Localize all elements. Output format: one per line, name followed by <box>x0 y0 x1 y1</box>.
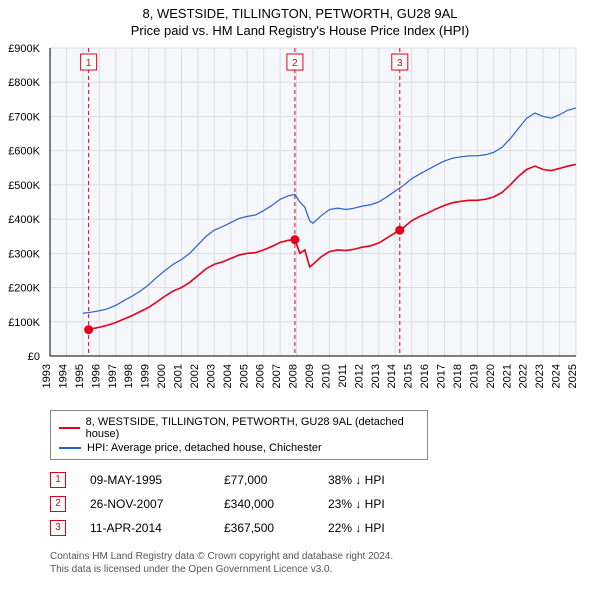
price-history-chart: £0£100K£200K£300K£400K£500K£600K£700K£80… <box>50 44 580 404</box>
svg-text:2008: 2008 <box>288 364 300 388</box>
svg-text:2: 2 <box>292 58 298 69</box>
svg-text:2021: 2021 <box>501 364 513 388</box>
chart-title-line1: 8, WESTSIDE, TILLINGTON, PETWORTH, GU28 … <box>0 6 600 21</box>
svg-text:2002: 2002 <box>189 364 201 388</box>
legend-row: HPI: Average price, detached house, Chic… <box>59 441 419 455</box>
svg-text:1: 1 <box>86 58 92 69</box>
svg-text:1994: 1994 <box>57 364 69 388</box>
svg-text:3: 3 <box>397 58 403 69</box>
svg-text:2016: 2016 <box>419 364 431 388</box>
svg-text:£0: £0 <box>28 351 40 363</box>
svg-text:2020: 2020 <box>485 364 497 388</box>
sale-marker-icon: 2 <box>50 496 66 512</box>
svg-text:1996: 1996 <box>90 364 102 388</box>
svg-text:1998: 1998 <box>123 364 135 388</box>
svg-text:2012: 2012 <box>353 364 365 388</box>
svg-text:2000: 2000 <box>156 364 168 388</box>
sale-delta: 23% ↓ HPI <box>328 497 438 511</box>
svg-text:1999: 1999 <box>140 364 152 388</box>
sale-price: £367,500 <box>224 521 304 535</box>
svg-text:£300K: £300K <box>8 248 40 260</box>
sale-price: £77,000 <box>224 473 304 487</box>
svg-text:2001: 2001 <box>173 364 185 388</box>
sale-delta: 22% ↓ HPI <box>328 521 438 535</box>
chart-titles: 8, WESTSIDE, TILLINGTON, PETWORTH, GU28 … <box>0 0 600 38</box>
svg-text:£200K: £200K <box>8 283 40 295</box>
svg-text:£400K: £400K <box>8 214 40 226</box>
svg-text:2025: 2025 <box>567 364 579 388</box>
svg-text:£800K: £800K <box>8 77 40 89</box>
svg-text:£500K: £500K <box>8 180 40 192</box>
svg-text:1993: 1993 <box>41 364 53 388</box>
svg-text:2007: 2007 <box>271 364 283 388</box>
footnote-line: This data is licensed under the Open Gov… <box>50 563 600 576</box>
legend-swatch-icon <box>59 447 81 449</box>
chart-title-line2: Price paid vs. HM Land Registry's House … <box>0 23 600 38</box>
svg-text:2024: 2024 <box>551 364 563 388</box>
svg-text:£100K: £100K <box>8 317 40 329</box>
svg-text:2017: 2017 <box>436 364 448 388</box>
sale-marker-icon: 1 <box>50 472 66 488</box>
sale-date: 26-NOV-2007 <box>90 497 200 511</box>
footnote-line: Contains HM Land Registry data © Crown c… <box>50 550 600 563</box>
legend-label: 8, WESTSIDE, TILLINGTON, PETWORTH, GU28 … <box>86 416 419 440</box>
legend-swatch-icon <box>59 427 80 429</box>
svg-text:£900K: £900K <box>8 43 40 55</box>
sale-marker-icon: 3 <box>50 520 66 536</box>
table-row: 1 09-MAY-1995 £77,000 38% ↓ HPI <box>50 468 600 492</box>
svg-text:£700K: £700K <box>8 111 40 123</box>
sale-date: 09-MAY-1995 <box>90 473 200 487</box>
svg-text:2013: 2013 <box>370 364 382 388</box>
chart-area: £0£100K£200K£300K£400K£500K£600K£700K£80… <box>50 44 580 404</box>
sales-table: 1 09-MAY-1995 £77,000 38% ↓ HPI 2 26-NOV… <box>50 468 600 540</box>
svg-text:2023: 2023 <box>534 364 546 388</box>
sale-price: £340,000 <box>224 497 304 511</box>
svg-text:2006: 2006 <box>255 364 267 388</box>
svg-text:2022: 2022 <box>518 364 530 388</box>
svg-text:2004: 2004 <box>222 364 234 388</box>
svg-text:2009: 2009 <box>304 364 316 388</box>
sale-date: 11-APR-2014 <box>90 521 200 535</box>
svg-text:2015: 2015 <box>403 364 415 388</box>
footnote: Contains HM Land Registry data © Crown c… <box>50 550 600 576</box>
svg-text:1997: 1997 <box>107 364 119 388</box>
svg-text:2010: 2010 <box>320 364 332 388</box>
legend: 8, WESTSIDE, TILLINGTON, PETWORTH, GU28 … <box>50 410 428 460</box>
table-row: 3 11-APR-2014 £367,500 22% ↓ HPI <box>50 516 600 540</box>
svg-text:2014: 2014 <box>386 364 398 388</box>
sale-delta: 38% ↓ HPI <box>328 473 438 487</box>
svg-text:2005: 2005 <box>238 364 250 388</box>
svg-text:2003: 2003 <box>205 364 217 388</box>
svg-text:2019: 2019 <box>468 364 480 388</box>
svg-text:2011: 2011 <box>337 364 349 388</box>
svg-text:1995: 1995 <box>74 364 86 388</box>
svg-text:2018: 2018 <box>452 364 464 388</box>
legend-row: 8, WESTSIDE, TILLINGTON, PETWORTH, GU28 … <box>59 415 419 441</box>
legend-label: HPI: Average price, detached house, Chic… <box>87 442 322 454</box>
table-row: 2 26-NOV-2007 £340,000 23% ↓ HPI <box>50 492 600 516</box>
svg-text:£600K: £600K <box>8 146 40 158</box>
